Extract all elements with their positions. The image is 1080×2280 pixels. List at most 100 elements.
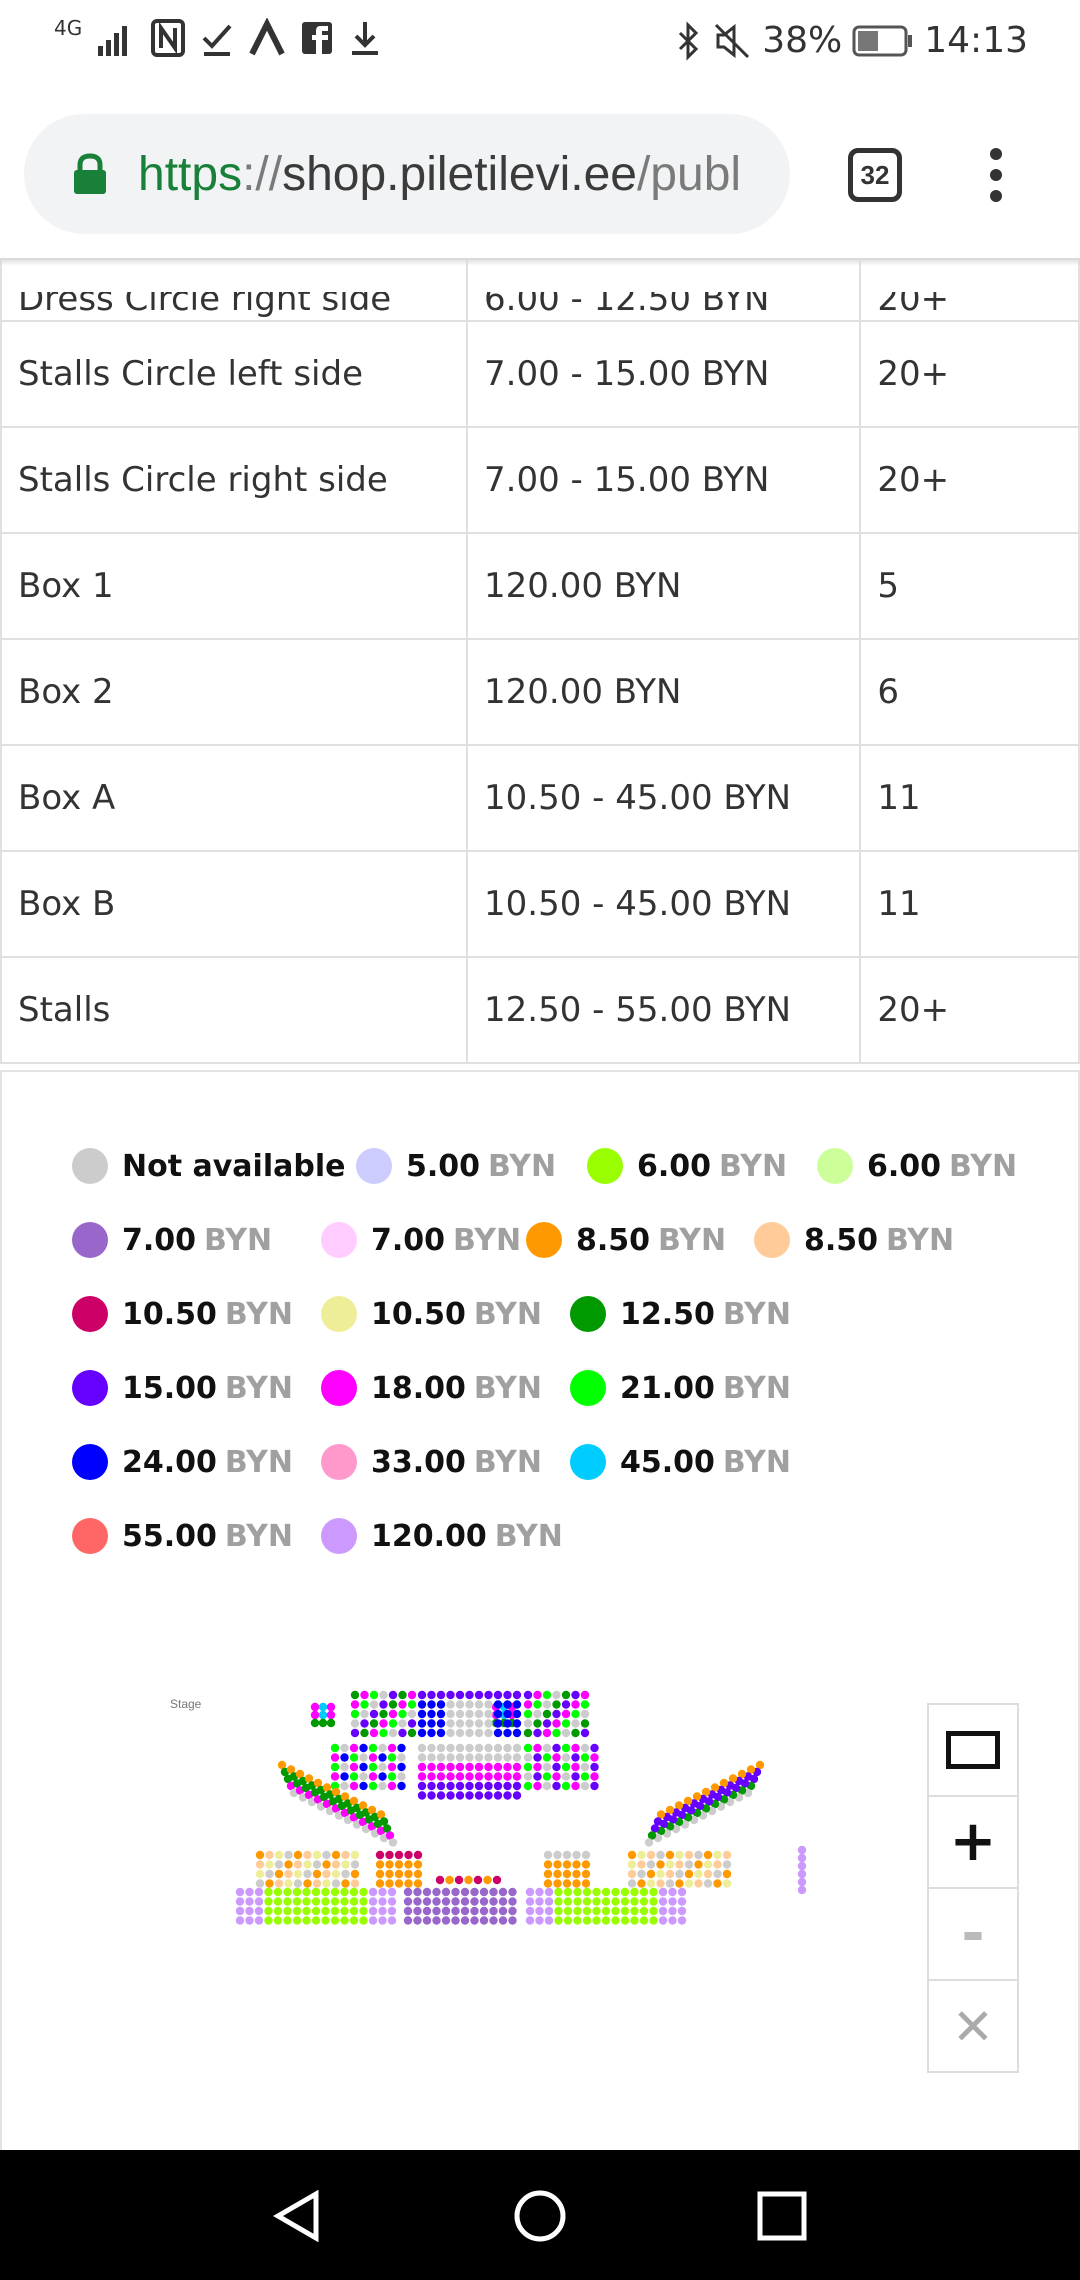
- legend-item[interactable]: 33.00 BYN: [321, 1440, 542, 1484]
- seat[interactable]: [542, 1690, 552, 1700]
- seat[interactable]: [512, 1762, 522, 1772]
- seat[interactable]: [427, 1781, 436, 1791]
- seat[interactable]: [646, 1869, 656, 1879]
- seat[interactable]: [378, 1772, 387, 1781]
- seat[interactable]: [713, 1869, 722, 1879]
- seat[interactable]: [639, 1906, 649, 1916]
- seat[interactable]: [503, 1772, 512, 1781]
- seat[interactable]: [403, 1887, 413, 1897]
- legend-item[interactable]: Not available: [72, 1144, 345, 1188]
- seat[interactable]: [264, 1916, 273, 1925]
- seat[interactable]: [413, 1897, 422, 1906]
- seat[interactable]: [580, 1743, 590, 1753]
- seat[interactable]: [571, 1781, 580, 1791]
- seat[interactable]: [479, 1887, 489, 1897]
- seat[interactable]: [350, 1728, 360, 1738]
- seat[interactable]: [474, 1719, 484, 1728]
- seat[interactable]: [379, 1709, 388, 1719]
- seat[interactable]: [245, 1897, 254, 1906]
- seat[interactable]: [498, 1916, 508, 1925]
- seat[interactable]: [746, 1765, 756, 1774]
- legend-item[interactable]: 10.50 BYN: [72, 1292, 293, 1336]
- fit-to-screen-button[interactable]: [929, 1705, 1017, 1797]
- seat[interactable]: [394, 1879, 404, 1888]
- seat[interactable]: [572, 1879, 581, 1888]
- seat[interactable]: [322, 1860, 331, 1869]
- seat[interactable]: [388, 1700, 398, 1709]
- seat[interactable]: [413, 1860, 423, 1869]
- seat[interactable]: [427, 1743, 436, 1753]
- seat[interactable]: [283, 1916, 292, 1925]
- seat[interactable]: [293, 1860, 303, 1869]
- seat[interactable]: [620, 1887, 630, 1897]
- seat[interactable]: [543, 1860, 553, 1869]
- seat[interactable]: [580, 1781, 590, 1791]
- seat[interactable]: [302, 1916, 311, 1925]
- seat[interactable]: [573, 1887, 582, 1897]
- seat[interactable]: [398, 1728, 407, 1738]
- legend-item[interactable]: 45.00 BYN: [570, 1440, 791, 1484]
- seat[interactable]: [554, 1906, 563, 1916]
- seat[interactable]: [398, 1700, 407, 1709]
- seat[interactable]: [543, 1879, 553, 1888]
- seat[interactable]: [422, 1887, 432, 1897]
- seat[interactable]: [359, 1743, 368, 1753]
- seat[interactable]: [562, 1869, 572, 1879]
- seat[interactable]: [474, 1743, 484, 1753]
- seat[interactable]: [413, 1850, 423, 1860]
- seat[interactable]: [484, 1762, 493, 1772]
- seat[interactable]: [611, 1887, 620, 1897]
- legend-item[interactable]: 120.00 BYN: [321, 1514, 563, 1558]
- seat[interactable]: [503, 1728, 512, 1738]
- recents-icon[interactable]: [756, 2190, 808, 2242]
- seat[interactable]: [321, 1916, 330, 1925]
- seat[interactable]: [265, 1879, 274, 1888]
- seat[interactable]: [684, 1869, 694, 1879]
- seat[interactable]: [713, 1879, 722, 1888]
- seat[interactable]: [590, 1762, 599, 1772]
- seat[interactable]: [493, 1762, 503, 1772]
- seat[interactable]: [544, 1887, 554, 1897]
- seat[interactable]: [658, 1897, 668, 1906]
- seat[interactable]: [668, 1906, 677, 1916]
- seat[interactable]: [484, 1781, 493, 1791]
- seat[interactable]: [387, 1897, 397, 1906]
- seat[interactable]: [484, 1728, 493, 1738]
- seat[interactable]: [451, 1906, 460, 1916]
- seat[interactable]: [375, 1860, 385, 1869]
- home-icon[interactable]: [512, 2188, 568, 2244]
- seat[interactable]: [563, 1916, 573, 1925]
- seat[interactable]: [484, 1791, 493, 1800]
- seat[interactable]: [703, 1869, 713, 1879]
- seat[interactable]: [318, 1718, 328, 1728]
- seat[interactable]: [455, 1781, 465, 1791]
- legend-item[interactable]: 10.50 BYN: [321, 1292, 542, 1336]
- seat[interactable]: [542, 1728, 552, 1738]
- seat[interactable]: [407, 1690, 417, 1700]
- seat[interactable]: [350, 1700, 360, 1709]
- seat[interactable]: [474, 1700, 484, 1709]
- seat[interactable]: [523, 1753, 533, 1762]
- seat[interactable]: [286, 1765, 296, 1774]
- seat[interactable]: [533, 1709, 542, 1719]
- seat[interactable]: [474, 1772, 484, 1781]
- seat[interactable]: [284, 1850, 293, 1860]
- seat[interactable]: [382, 1824, 392, 1833]
- seat[interactable]: [571, 1700, 580, 1709]
- seat[interactable]: [360, 1700, 369, 1709]
- seat[interactable]: [302, 1906, 311, 1916]
- seat[interactable]: [330, 1906, 340, 1916]
- seat[interactable]: [658, 1906, 668, 1916]
- seat[interactable]: [264, 1887, 273, 1897]
- seat[interactable]: [512, 1719, 522, 1728]
- seat[interactable]: [331, 1850, 341, 1860]
- seat[interactable]: [432, 1906, 441, 1916]
- seat[interactable]: [703, 1850, 713, 1860]
- seat[interactable]: [340, 1792, 350, 1801]
- seat[interactable]: [360, 1728, 369, 1738]
- seat[interactable]: [349, 1887, 359, 1897]
- seat[interactable]: [321, 1906, 330, 1916]
- seat[interactable]: [503, 1700, 512, 1709]
- seat[interactable]: [427, 1753, 436, 1762]
- address-bar[interactable]: https://shop.piletilevi.ee/publ: [24, 114, 790, 234]
